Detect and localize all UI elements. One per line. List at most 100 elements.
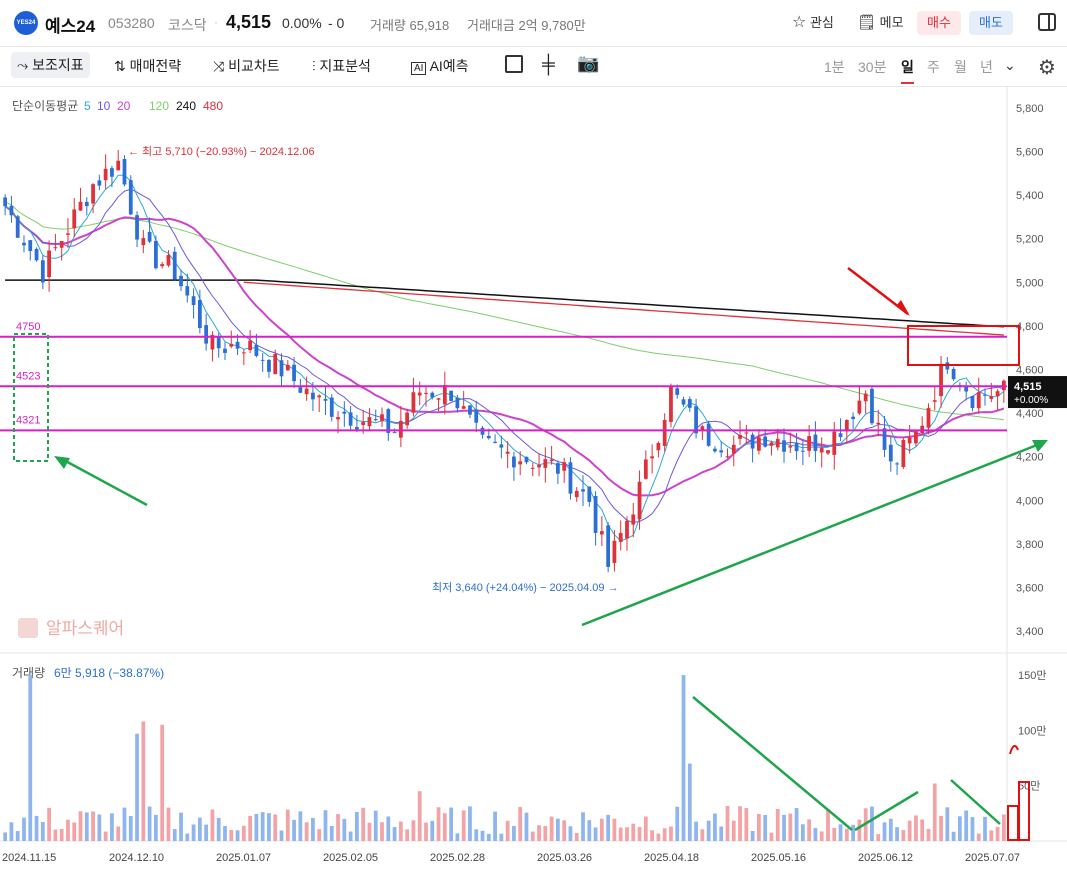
analysis-button[interactable]: ⫶ 지표분석 bbox=[312, 56, 371, 76]
volume-bar bbox=[449, 807, 453, 841]
volume-bar bbox=[417, 791, 422, 841]
volume-bar bbox=[59, 829, 64, 841]
candle-body bbox=[857, 400, 862, 414]
volume-bar bbox=[920, 819, 925, 841]
candle-body bbox=[241, 352, 246, 354]
candle-body bbox=[59, 240, 64, 248]
candle-body bbox=[141, 238, 146, 246]
watch-button[interactable]: ☆ 관심 bbox=[792, 12, 834, 32]
volume-bar bbox=[945, 807, 950, 841]
candle-body bbox=[40, 260, 45, 283]
period-1min[interactable]: 1분 bbox=[824, 59, 845, 75]
candle-body bbox=[725, 456, 730, 458]
period-30min[interactable]: 30분 bbox=[858, 59, 887, 75]
volume-bar bbox=[53, 829, 58, 841]
candle-body bbox=[587, 486, 592, 502]
volume-tick-label: 100만 bbox=[1018, 724, 1046, 737]
square-icon[interactable] bbox=[505, 55, 523, 73]
volume-bar bbox=[285, 809, 290, 841]
candle-body bbox=[844, 420, 849, 432]
volume-bar bbox=[405, 829, 410, 841]
camera-icon[interactable]: 📷 bbox=[577, 53, 600, 73]
green-arrowhead bbox=[1032, 440, 1048, 452]
sell-button[interactable]: 매도 bbox=[969, 11, 1013, 35]
gear-icon[interactable]: ⚙ bbox=[1038, 57, 1056, 79]
candle-body bbox=[656, 443, 661, 451]
volume-bar bbox=[851, 824, 855, 841]
ai-label: AI예측 bbox=[429, 58, 469, 74]
date-tick-label: 2025.05.16 bbox=[751, 852, 806, 864]
period-month[interactable]: 월 bbox=[954, 59, 967, 75]
green-arrow-annotation bbox=[950, 779, 1001, 825]
volume-bar bbox=[304, 822, 309, 841]
candle-body bbox=[876, 422, 881, 425]
candle-body bbox=[166, 255, 171, 266]
candle-body bbox=[66, 233, 70, 235]
volume-bar bbox=[574, 833, 579, 841]
period-day[interactable]: 일 bbox=[901, 57, 914, 84]
candle-body bbox=[882, 428, 887, 450]
volume-bar bbox=[442, 813, 447, 841]
date-tick-label: 2025.02.28 bbox=[430, 852, 485, 864]
volume-bar bbox=[599, 818, 604, 841]
price-tick-label: 3,800 bbox=[1016, 539, 1044, 551]
price-tick-label: 4,800 bbox=[1016, 321, 1044, 333]
candle-body bbox=[323, 398, 328, 401]
candle-body bbox=[995, 391, 1000, 396]
memo-button[interactable]: 🗒 메모 bbox=[857, 12, 904, 31]
price-tick-label: 4,200 bbox=[1016, 452, 1044, 464]
candle-body bbox=[819, 448, 824, 453]
candle-type-icon[interactable]: ╪ bbox=[542, 54, 555, 74]
volume-bar bbox=[637, 826, 642, 841]
price-tick-label: 5,600 bbox=[1016, 146, 1044, 158]
compare-button[interactable]: ⤨ 비교차트 bbox=[213, 56, 280, 76]
volume-bar bbox=[819, 831, 824, 841]
candle-body bbox=[417, 392, 422, 396]
indicators-button[interactable]: ⤳ 보조지표 bbox=[11, 52, 90, 78]
market-name: 코스닥 bbox=[168, 17, 207, 33]
volume-bar bbox=[210, 809, 215, 841]
level-label: 4523 bbox=[16, 370, 40, 382]
candle-body bbox=[970, 396, 975, 408]
candle-body bbox=[442, 384, 447, 405]
strategy-icon: ⇅ bbox=[114, 58, 126, 74]
period-week[interactable]: 주 bbox=[927, 59, 940, 75]
candle-body bbox=[800, 450, 805, 452]
period-year[interactable]: 년 bbox=[980, 59, 993, 75]
memo-label: 메모 bbox=[879, 15, 904, 30]
candle-body bbox=[706, 423, 711, 446]
strategy-button[interactable]: ⇅ 매매전략 bbox=[114, 56, 181, 76]
volume-label: 거래량 bbox=[12, 666, 45, 680]
candle-body bbox=[914, 431, 918, 444]
volume-bar bbox=[147, 806, 152, 841]
volume-text: 거래량 65,918 bbox=[370, 18, 450, 33]
buy-button[interactable]: 매수 bbox=[917, 11, 961, 35]
ai-button[interactable]: AI AI예측 bbox=[411, 56, 469, 76]
candle-body bbox=[744, 432, 749, 434]
candle-body bbox=[279, 360, 284, 377]
candle-body bbox=[317, 395, 322, 398]
volume-bar bbox=[895, 827, 899, 841]
chevron-down-icon[interactable]: ⌄ bbox=[1004, 57, 1016, 73]
candle-body bbox=[78, 201, 83, 211]
candle-body bbox=[713, 448, 717, 452]
volume-bar bbox=[537, 825, 541, 841]
stock-chart[interactable]: 5,800 5,600 5,400 5,200 5,000 4,800 4,600 4,400… bbox=[0, 86, 1067, 880]
volume-bar bbox=[587, 820, 592, 841]
volume-bar bbox=[813, 827, 818, 841]
volume-bar bbox=[386, 816, 391, 841]
price-tick-label: 4,000 bbox=[1016, 495, 1044, 507]
candle-body bbox=[128, 180, 133, 215]
candle-body bbox=[179, 275, 183, 287]
volume-bar bbox=[631, 823, 636, 841]
volume-bar bbox=[568, 826, 573, 841]
candle-body bbox=[593, 496, 598, 533]
volume-bar bbox=[235, 830, 240, 841]
candle-body bbox=[386, 409, 391, 433]
date-tick-label: 2025.01.07 bbox=[216, 852, 271, 864]
side-panel-icon[interactable] bbox=[1038, 13, 1056, 31]
candle-body bbox=[687, 399, 692, 408]
volume-bar bbox=[28, 675, 33, 841]
volume-bar bbox=[116, 826, 121, 841]
candle-body bbox=[3, 197, 8, 207]
